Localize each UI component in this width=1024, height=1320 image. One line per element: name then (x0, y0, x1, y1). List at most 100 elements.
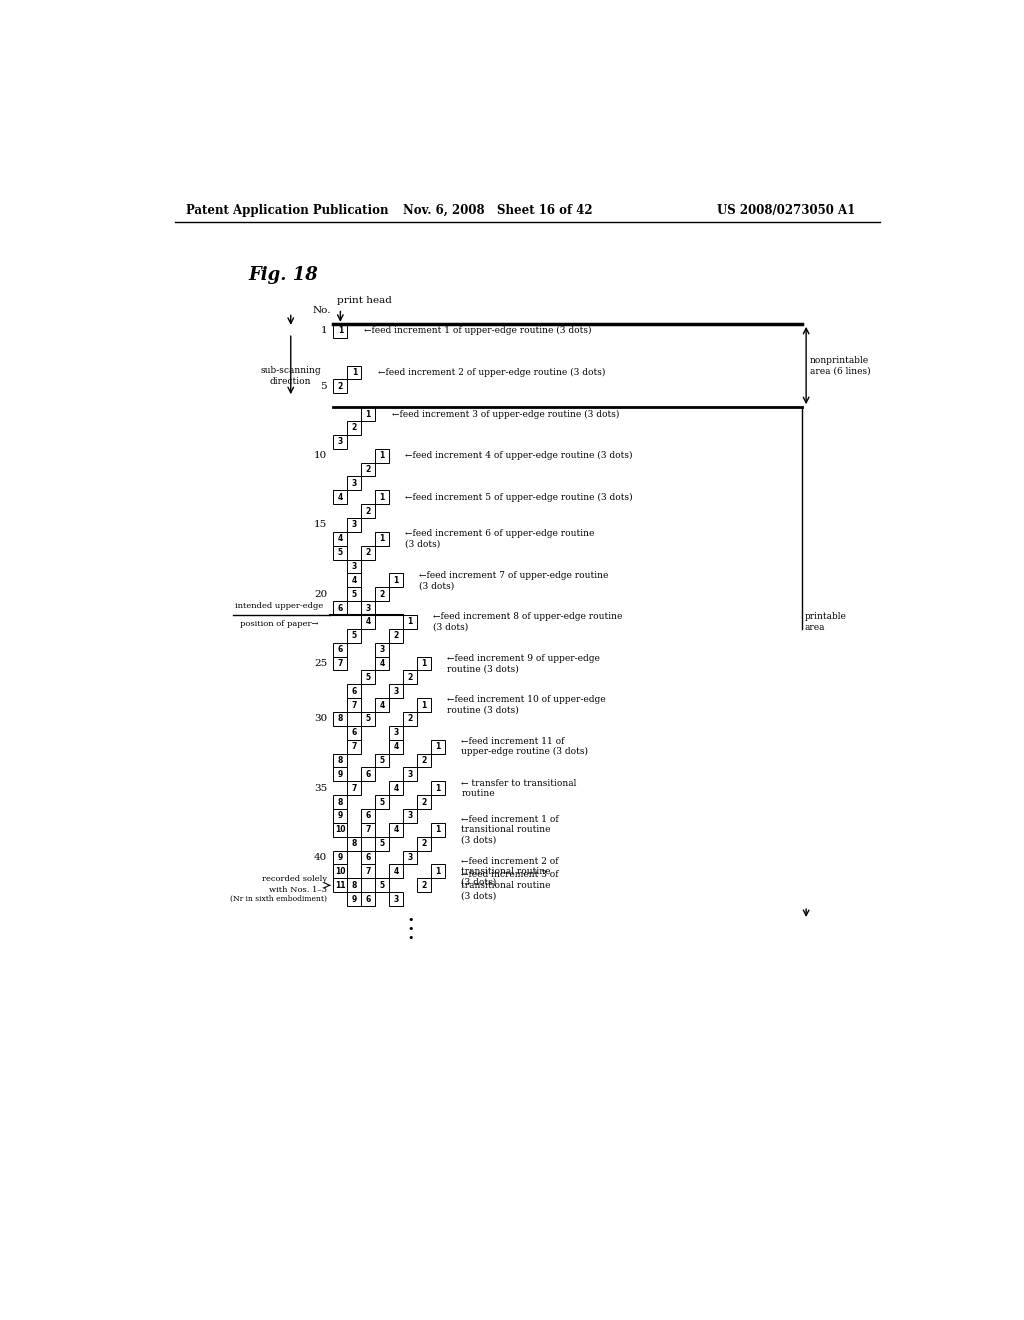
Text: 7: 7 (366, 867, 371, 876)
Text: 7: 7 (338, 659, 343, 668)
Bar (334, 865, 347, 878)
Text: 2: 2 (422, 840, 427, 849)
Text: 6: 6 (366, 812, 371, 821)
Bar (375, 490, 389, 504)
Bar (347, 421, 361, 434)
Bar (347, 698, 361, 711)
Text: 4: 4 (380, 659, 385, 668)
Text: 3: 3 (351, 520, 357, 529)
Bar (389, 739, 403, 754)
Bar (361, 767, 375, 781)
Text: 2: 2 (422, 880, 427, 890)
Bar (403, 615, 417, 628)
Text: 5: 5 (351, 590, 356, 599)
Text: ←feed increment 10 of upper-edge
routine (3 dots): ←feed increment 10 of upper-edge routine… (447, 696, 606, 715)
Text: 4: 4 (338, 535, 343, 544)
Bar (334, 754, 347, 767)
Text: ←feed increment 7 of upper-edge routine
(3 dots): ←feed increment 7 of upper-edge routine … (420, 570, 609, 590)
Bar (347, 837, 361, 850)
Text: 8: 8 (351, 840, 357, 849)
Text: 1: 1 (321, 326, 328, 335)
Bar (361, 671, 375, 684)
Text: 4: 4 (380, 701, 385, 710)
Text: 40: 40 (314, 853, 328, 862)
Text: 8: 8 (351, 880, 357, 890)
Bar (334, 850, 347, 865)
Text: intended upper-edge: intended upper-edge (234, 602, 324, 610)
Text: 4: 4 (393, 867, 398, 876)
Text: (Nr in sixth embodiment): (Nr in sixth embodiment) (230, 895, 328, 903)
Bar (431, 822, 445, 837)
Text: 1: 1 (435, 784, 440, 793)
Text: ← transfer to transitional
routine: ← transfer to transitional routine (461, 779, 577, 799)
Text: 3: 3 (408, 853, 413, 862)
Text: with Nos. 1–3: with Nos. 1–3 (269, 886, 328, 894)
Text: 2: 2 (393, 631, 398, 640)
Bar (361, 850, 375, 865)
Bar (334, 656, 347, 671)
Bar (334, 711, 347, 726)
Bar (361, 504, 375, 517)
Text: ←feed increment 11 of
upper-edge routine (3 dots): ←feed increment 11 of upper-edge routine… (461, 737, 588, 756)
Bar (375, 532, 389, 545)
Bar (389, 573, 403, 587)
Text: 2: 2 (422, 797, 427, 807)
Text: 7: 7 (351, 742, 357, 751)
Bar (403, 850, 417, 865)
Text: 10: 10 (314, 451, 328, 461)
Text: 25: 25 (314, 659, 328, 668)
Text: 9: 9 (351, 895, 357, 904)
Text: 1: 1 (435, 825, 440, 834)
Text: 8: 8 (338, 714, 343, 723)
Text: ←feed increment 3 of upper-edge routine (3 dots): ←feed increment 3 of upper-edge routine … (391, 409, 618, 418)
Bar (361, 892, 375, 906)
Text: Patent Application Publication: Patent Application Publication (186, 205, 389, 218)
Bar (347, 878, 361, 892)
Bar (361, 711, 375, 726)
Text: 3: 3 (351, 562, 357, 572)
Text: ←feed increment 3 of
transitional routine
(3 dots): ←feed increment 3 of transitional routin… (461, 870, 559, 900)
Text: 6: 6 (351, 729, 357, 738)
Bar (334, 601, 347, 615)
Text: 3: 3 (338, 437, 343, 446)
Bar (375, 587, 389, 601)
Text: Fig. 18: Fig. 18 (248, 267, 317, 284)
Text: 1: 1 (393, 576, 398, 585)
Text: ←feed increment 1 of
transitional routine
(3 dots): ←feed increment 1 of transitional routin… (461, 814, 559, 845)
Text: 5: 5 (366, 673, 371, 682)
Bar (361, 407, 375, 421)
Bar (347, 366, 361, 379)
Text: 8: 8 (338, 797, 343, 807)
Text: 1: 1 (366, 409, 371, 418)
Text: 3: 3 (408, 770, 413, 779)
Text: 2: 2 (366, 507, 371, 516)
Bar (361, 615, 375, 628)
Bar (347, 892, 361, 906)
Text: 1: 1 (351, 368, 357, 378)
Text: 6: 6 (351, 686, 357, 696)
Bar (347, 560, 361, 573)
Text: 6: 6 (366, 853, 371, 862)
Bar (389, 781, 403, 795)
Text: 7: 7 (351, 701, 357, 710)
Text: 3: 3 (408, 812, 413, 821)
Text: 9: 9 (338, 812, 343, 821)
Bar (389, 628, 403, 643)
Text: 7: 7 (366, 825, 371, 834)
Bar (417, 795, 431, 809)
Bar (334, 379, 347, 393)
Text: 6: 6 (338, 603, 343, 612)
Text: recorded solely: recorded solely (262, 875, 328, 883)
Text: 6: 6 (366, 895, 371, 904)
Bar (375, 698, 389, 711)
Bar (389, 726, 403, 739)
Bar (361, 462, 375, 477)
Text: 2: 2 (366, 548, 371, 557)
Text: 8: 8 (338, 756, 343, 766)
Bar (389, 865, 403, 878)
Bar (334, 822, 347, 837)
Text: 1: 1 (422, 659, 427, 668)
Text: 6: 6 (338, 645, 343, 655)
Text: ←feed increment 1 of upper-edge routine (3 dots): ←feed increment 1 of upper-edge routine … (364, 326, 591, 335)
Text: 3: 3 (380, 645, 385, 655)
